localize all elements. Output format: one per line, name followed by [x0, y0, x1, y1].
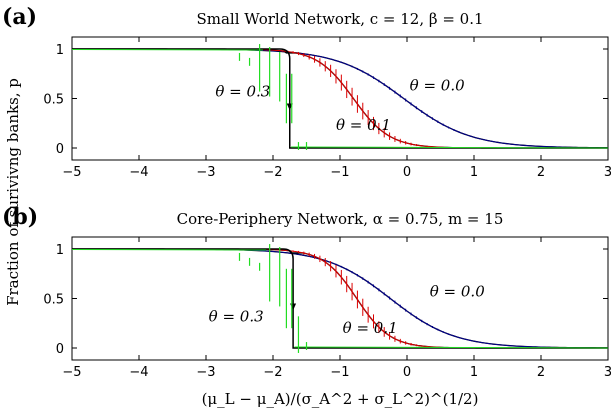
- series-simulation-theta-0.0: [71, 248, 609, 349]
- series-simulation-theta-0.1: [72, 248, 608, 349]
- curve-annotation: θ = 0.3: [215, 83, 270, 101]
- y-tick-label: 0.5: [43, 93, 64, 108]
- y-tick-label: 1: [56, 243, 64, 258]
- x-tick-label: −4: [129, 165, 148, 180]
- x-axis-label: (μ_L − μ_A)/(σ_A^2 + σ_L^2)^(1/2): [202, 390, 479, 408]
- y-tick-label: 1: [56, 43, 64, 58]
- panel-b-label: (b): [2, 204, 38, 230]
- x-tick-label: 1: [470, 365, 478, 380]
- x-tick-label: −2: [263, 165, 282, 180]
- x-tick-label: 0: [403, 165, 411, 180]
- panel-a-label: (a): [2, 4, 37, 30]
- panel-b: (b) Core-Periphery Network, α = 0.75, m …: [2, 204, 611, 380]
- panel-a-title: Small World Network, c = 12, β = 0.1: [196, 10, 483, 28]
- x-tick-label: −1: [330, 365, 349, 380]
- series-analytic-theta-0.0: [71, 248, 609, 349]
- x-tick-label: 1: [470, 165, 478, 180]
- series-sim-theta-0.3: [71, 48, 609, 149]
- panel-b-plot: −5 −4 −3 −2 −1 0 1 2 3 0 0.5 1 θ = 0.0 θ = 0.3 θ = 0.1: [43, 236, 611, 380]
- curve-annotation: θ = 0.0: [410, 77, 465, 95]
- series-line-theta-0.3: [72, 48, 608, 149]
- x-tick-label: −5: [62, 165, 81, 180]
- x-tick-label: 2: [537, 365, 545, 380]
- y-axis-label: Fraction of surivivng banks, p: [4, 78, 22, 306]
- x-tick-label: 0: [403, 365, 411, 380]
- plot-frame: [71, 236, 609, 361]
- panel-b-title: Core-Periphery Network, α = 0.75, m = 15: [177, 210, 504, 228]
- drop-arrow: [290, 303, 297, 311]
- x-tick-label: 3: [604, 365, 611, 380]
- curve-annotation: θ = 0.1: [336, 116, 391, 134]
- y-tick-label: 0: [56, 142, 64, 157]
- y-tick-label: 0: [56, 342, 64, 357]
- panel-a-plot: −5 −4 −3 −2 −1 0 1 2 3 0 0.5 1 θ = 0.0 θ = 0.3 θ = 0.1: [43, 36, 611, 180]
- x-tick-label: 2: [537, 165, 545, 180]
- x-tick-label: −1: [330, 165, 349, 180]
- curve-annotation: θ = 0.1: [343, 319, 398, 337]
- series-analytic-theta-0.1: [72, 248, 608, 349]
- series-sim-theta-0.3: [71, 248, 609, 349]
- x-tick-label: −5: [62, 365, 81, 380]
- plot-frame: [71, 36, 609, 161]
- y-tick-label: 0.5: [43, 293, 64, 308]
- curve-annotation: θ = 0.0: [430, 283, 485, 301]
- x-tick-label: −2: [263, 365, 282, 380]
- x-tick-label: −3: [196, 165, 215, 180]
- x-tick-label: −3: [196, 365, 215, 380]
- curve-annotation: θ = 0.3: [209, 307, 264, 325]
- panel-a: (a) Small World Network, c = 12, β = 0.1…: [2, 4, 611, 180]
- x-tick-label: −4: [129, 365, 148, 380]
- x-tick-label: 3: [604, 165, 611, 180]
- series-line-theta-0.3: [72, 248, 608, 349]
